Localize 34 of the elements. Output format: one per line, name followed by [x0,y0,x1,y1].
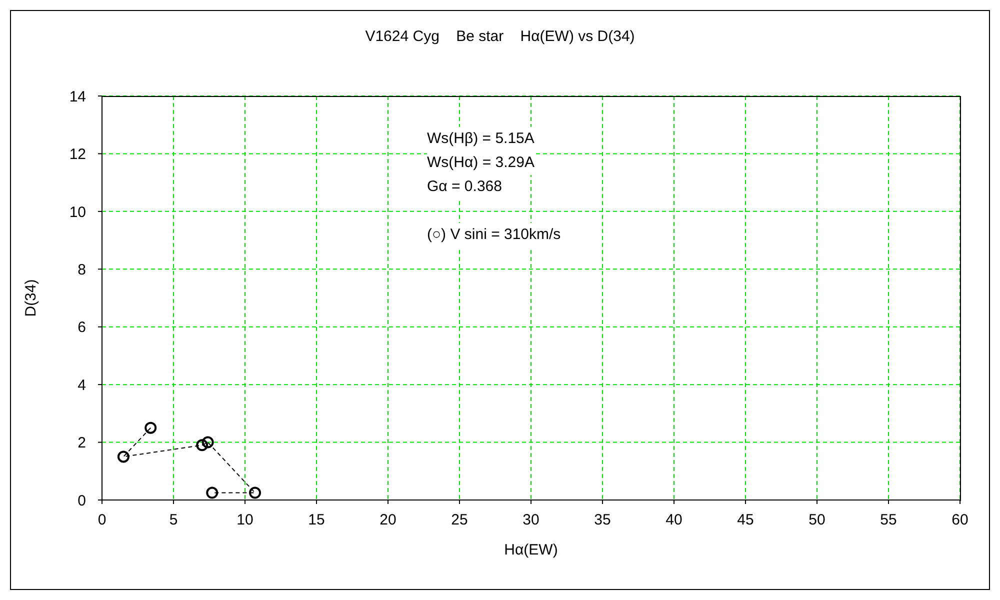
x-tick-label: 15 [308,512,325,529]
annotation: Gα = 0.368 [427,175,502,199]
y-tick-label: 14 [69,88,86,106]
point [202,436,214,448]
y-tick-label: 12 [69,146,86,164]
annotation: (○) V sini = 310km/s [427,223,561,247]
point [249,486,262,499]
x-axis-title: Hα(EW) [504,542,558,559]
y-tick-label: 2 [78,434,86,452]
y-tick-label: 8 [78,261,86,278]
x-tick-label: 60 [952,512,968,529]
y-axis-title: D(34) [22,279,40,317]
x-tick-label: 5 [169,512,178,529]
point [206,486,218,499]
y-tick-label: 4 [78,376,86,394]
x-tick-label: 25 [451,512,468,529]
x-tick-label: 55 [880,512,897,529]
annotation: Ws(Hβ) = 5.15A [427,127,534,151]
annotation: Ws(Hα) = 3.29A [427,151,534,175]
x-tick-label: 40 [666,512,682,529]
y-tick-label: 6 [78,319,86,336]
chart-title: V1624 Cyg Be star Hα(EW) vs D(34) [365,28,635,46]
x-tick-label: 20 [380,512,396,529]
point [144,422,157,434]
y-tick-label: 10 [69,204,86,221]
x-tick-label: 45 [737,512,754,529]
x-tick-label: 0 [98,512,106,529]
x-tick-label: 10 [236,512,254,529]
point [196,439,208,452]
x-tick-label: 35 [594,512,611,529]
x-tick-label: 50 [808,512,826,529]
x-tick-label: 30 [522,512,540,529]
point [117,450,130,463]
y-tick-label: 0 [78,492,86,510]
